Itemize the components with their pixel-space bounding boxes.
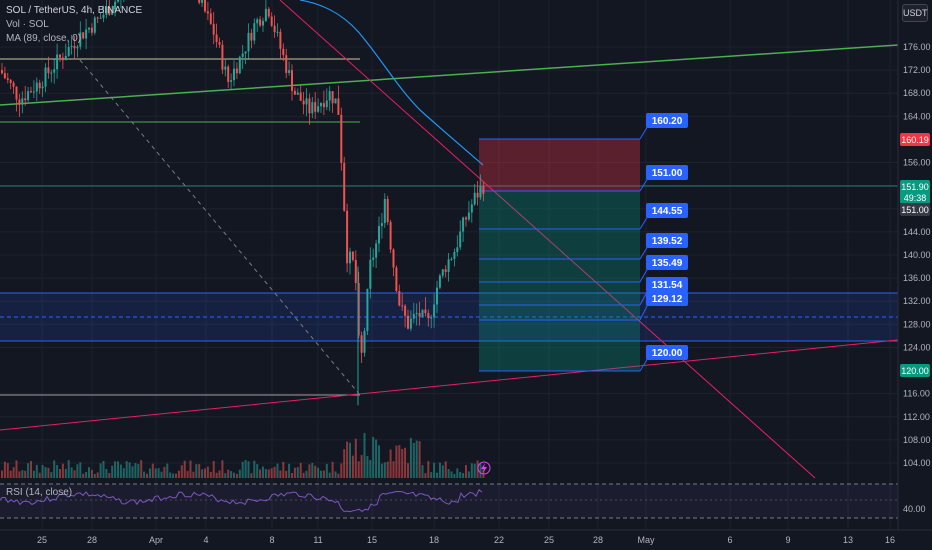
svg-text:120.00: 120.00 [652, 348, 683, 359]
price-axis-ticks: 176.00172.00168.00164.00156.00152.00148.… [903, 42, 931, 514]
level-pill[interactable]: 131.54 [646, 277, 688, 292]
take-profit-zone [479, 191, 640, 371]
price-tick-label: 104.00 [903, 458, 931, 468]
price-tick-label: 144.00 [903, 227, 931, 237]
price-tick-label: 124.00 [903, 342, 931, 352]
price-tick-label: 132.00 [903, 296, 931, 306]
svg-text:160.20: 160.20 [652, 116, 683, 127]
rsi-line [0, 488, 483, 513]
red-resistance-trend-line [279, 0, 816, 479]
time-tick-label: 28 [593, 535, 603, 545]
green-trend-line [0, 44, 899, 106]
symbol-title[interactable]: SOL / TetherUS, 4h, BINANCE [6, 5, 143, 16]
time-tick-label: Apr [149, 535, 163, 545]
target-level-lines [479, 125, 649, 372]
price-tick-label: 108.00 [903, 435, 931, 445]
price-tick-label: 112.00 [903, 412, 930, 422]
level-pill[interactable]: 151.00 [646, 165, 688, 180]
lightning-icon[interactable] [477, 461, 491, 475]
ma-legend[interactable]: MA (89, close, 0) [6, 33, 82, 44]
price-tag-gray: 151.00 [900, 203, 930, 216]
time-tick-label: May [637, 535, 655, 545]
svg-text:139.52: 139.52 [652, 236, 683, 247]
time-axis[interactable] [0, 530, 932, 550]
stop-loss-zone [479, 139, 640, 191]
time-tick-label: 8 [269, 535, 274, 545]
price-tick-label: 156.00 [903, 158, 931, 168]
rsi-legend-box: RSI (14, close) [6, 486, 72, 500]
price-tick-label: 164.00 [903, 111, 931, 121]
svg-text:135.49: 135.49 [652, 258, 683, 269]
volume-legend[interactable]: Vol · SOL [6, 19, 49, 30]
level-pill[interactable]: 160.20 [646, 113, 688, 128]
svg-text:129.12: 129.12 [652, 294, 683, 305]
price-tick-label: 140.00 [903, 250, 931, 260]
level-pill[interactable]: 120.00 [646, 345, 688, 360]
current-price-tag: 151.90 49:38 [900, 180, 930, 204]
time-axis-ticks: 25 28 Apr 4 8 11 15 18 22 25 28 May 6 9 13 16 [37, 535, 895, 545]
level-pill[interactable]: 129.12 [646, 291, 688, 306]
time-tick-label: 28 [87, 535, 97, 545]
svg-text:151.00: 151.00 [652, 168, 683, 179]
ma-89-line [299, 0, 484, 166]
dashed-trend-line [79, 59, 361, 396]
level-labels: 160.20 151.00 144.55 139.52 135.49 131.54 129.… [646, 113, 688, 360]
time-tick-label: 15 [367, 535, 377, 545]
price-tag-red: 160.19 [900, 133, 930, 146]
rsi-pane [0, 483, 898, 519]
rsi-tick-label: 40.00 [903, 504, 926, 514]
price-tick-label: 116.00 [903, 389, 930, 399]
time-tick-label: 13 [843, 535, 853, 545]
time-tick-label: 4 [203, 535, 208, 545]
svg-text:151.90: 151.90 [901, 182, 929, 192]
svg-text:120.00: 120.00 [901, 366, 929, 376]
candlesticks [1, 0, 485, 406]
svg-text:160.19: 160.19 [901, 135, 929, 145]
svg-text:151.00: 151.00 [901, 205, 929, 215]
price-tick-label: 128.00 [903, 319, 931, 329]
level-pill[interactable]: 135.49 [646, 255, 688, 270]
svg-text:144.55: 144.55 [652, 206, 683, 217]
time-tick-label: 25 [37, 535, 47, 545]
price-tick-label: 168.00 [903, 88, 931, 98]
rsi-legend[interactable]: RSI (14, close) [6, 487, 73, 498]
price-tick-label: 136.00 [903, 273, 931, 283]
time-tick-label: 16 [885, 535, 895, 545]
time-tick-label: 25 [544, 535, 554, 545]
svg-text:49:38: 49:38 [904, 193, 927, 203]
level-pill[interactable]: 139.52 [646, 233, 688, 248]
currency-button[interactable]: USDT [902, 4, 928, 22]
svg-text:131.54: 131.54 [652, 280, 683, 291]
chart-legend: SOL / TetherUS, 4h, BINANCE Vol · SOL MA… [6, 4, 142, 46]
price-tick-label: 172.00 [903, 65, 931, 75]
red-support-trend-line [0, 339, 899, 431]
time-tick-label: 22 [494, 535, 504, 545]
time-tick-label: 18 [429, 535, 439, 545]
time-tick-label: 6 [727, 535, 732, 545]
time-tick-label: 11 [313, 535, 322, 545]
time-tick-label: 9 [785, 535, 790, 545]
level-pill[interactable]: 144.55 [646, 203, 688, 218]
price-tag-green: 120.00 [900, 364, 930, 377]
price-axis[interactable] [898, 0, 932, 550]
volume-bars [1, 432, 485, 478]
price-tick-label: 176.00 [903, 42, 931, 52]
